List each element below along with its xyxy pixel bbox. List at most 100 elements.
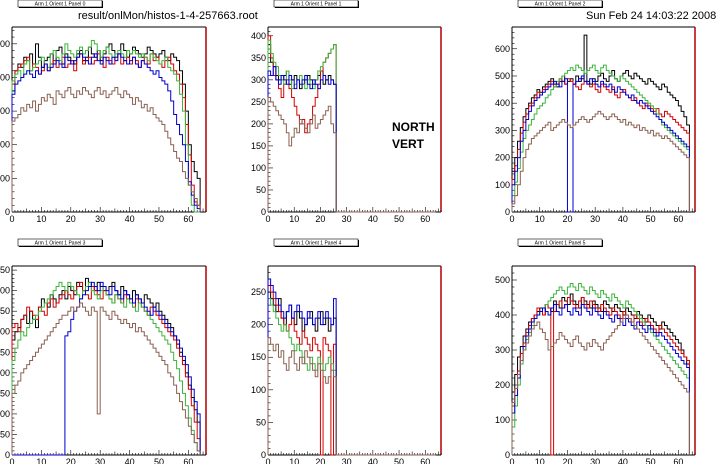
y-tick-label: 100 xyxy=(495,415,510,425)
series-blue xyxy=(267,278,436,456)
panel-1: Arm 1 Orient 1 Panel 1 0 10 20 30 40 50 60 0 50 10… xyxy=(251,0,442,224)
y-tick-label: 300 xyxy=(251,75,266,85)
x-tick-label: 20 xyxy=(562,214,572,224)
x-tick-label: 0 xyxy=(509,214,514,224)
y-tick-label: 150 xyxy=(251,352,266,362)
y-tick-label: 200 xyxy=(495,153,510,163)
x-tick-label: 40 xyxy=(618,214,628,224)
series-green xyxy=(267,298,436,456)
x-tick-label: 60 xyxy=(183,457,193,464)
x-tick-label: 30 xyxy=(342,457,352,464)
x-tick-label: 0 xyxy=(265,457,270,464)
x-tick-label: 30 xyxy=(590,457,600,464)
series-green xyxy=(11,39,201,213)
series-green xyxy=(11,281,201,455)
y-tick-label: 100 xyxy=(251,385,266,395)
y-tick-label: 0 xyxy=(505,450,510,460)
x-tick-label: 30 xyxy=(95,214,105,224)
x-tick-label: 10 xyxy=(36,214,46,224)
y-tick-label: 400 xyxy=(0,286,10,296)
x-tick-label: 50 xyxy=(394,457,404,464)
series-black xyxy=(511,34,690,212)
y-tick-label: 0 xyxy=(5,207,10,217)
x-tick-label: 30 xyxy=(342,214,352,224)
y-tick-label: 150 xyxy=(0,388,10,398)
panel-title: Arm 1 Orient 1 Panel 1 xyxy=(291,1,342,7)
panel-title-box xyxy=(273,0,359,8)
series-blue xyxy=(511,75,690,213)
y-tick-label: 250 xyxy=(0,347,10,357)
y-tick-label: 400 xyxy=(495,310,510,320)
series-black xyxy=(267,291,436,456)
panel-title: Arm 1 Orient 1 Panel 5 xyxy=(535,240,586,246)
y-tick-label: 350 xyxy=(251,53,266,63)
y-tick-label: 600 xyxy=(495,44,510,54)
panel-3: Arm 1 Orient 1 Panel 3 0 10 20 30 40 50 60 0 50 10… xyxy=(0,238,207,464)
y-tick-label: 250 xyxy=(251,97,266,107)
panel-title-box xyxy=(517,238,603,247)
series-blue xyxy=(12,281,201,456)
y-tick-label: 350 xyxy=(0,306,10,316)
x-tick-label: 0 xyxy=(265,214,270,224)
x-tick-label: 30 xyxy=(95,457,105,464)
panel-title: Arm 1 Orient 1 Panel 0 xyxy=(35,1,86,7)
panel-title: Arm 1 Orient 1 Panel 2 xyxy=(535,1,586,7)
y-tick-label: 100 xyxy=(251,163,266,173)
x-tick-label: 40 xyxy=(368,457,378,464)
x-tick-label: 0 xyxy=(9,457,14,464)
y-tick-label: 200 xyxy=(251,320,266,330)
y-tick-label: 200 xyxy=(0,368,10,378)
panel-title-box xyxy=(273,238,359,247)
series-red xyxy=(511,297,690,456)
y-tick-label: 300 xyxy=(0,106,10,116)
panel-4: Arm 1 Orient 1 Panel 4 0 10 20 30 40 50 60 0 50 10… xyxy=(251,238,442,464)
panel-title-box xyxy=(17,238,103,247)
x-tick-label: 50 xyxy=(646,457,656,464)
y-tick-label: 300 xyxy=(0,327,10,337)
x-tick-label: 10 xyxy=(535,457,545,464)
y-tick-label: 150 xyxy=(251,141,266,151)
x-tick-label: 60 xyxy=(183,214,193,224)
series-blue xyxy=(11,53,201,212)
vert-label: VERT xyxy=(392,137,425,151)
y-tick-label: 0 xyxy=(505,207,510,217)
y-tick-label: 100 xyxy=(495,180,510,190)
x-tick-label: 0 xyxy=(509,457,514,464)
y-tick-label: 100 xyxy=(0,173,10,183)
file-path-label: result/onlMon/histos-1-4-257663.root xyxy=(78,10,258,22)
panel-2: Arm 1 Orient 1 Panel 20 10 20 30 40 50 6001002… xyxy=(495,0,696,224)
x-tick-label: 40 xyxy=(125,214,135,224)
y-tick-label: 300 xyxy=(495,345,510,355)
y-tick-label: 100 xyxy=(0,409,10,419)
panel-title: Arm 1 Orient 1 Panel 3 xyxy=(35,240,86,246)
y-tick-label: 200 xyxy=(495,380,510,390)
series-red xyxy=(511,78,690,212)
x-tick-label: 10 xyxy=(289,214,299,224)
series-red xyxy=(11,53,201,212)
series-brown xyxy=(11,302,201,455)
x-tick-label: 10 xyxy=(289,457,299,464)
x-tick-label: 20 xyxy=(66,457,76,464)
y-tick-label: 500 xyxy=(495,275,510,285)
x-tick-label: 30 xyxy=(590,214,600,224)
timestamp-label: Sun Feb 24 14:03:22 2008 xyxy=(586,10,717,22)
series-black xyxy=(11,43,201,212)
panel-title-box xyxy=(17,0,103,8)
y-tick-label: 0 xyxy=(261,207,266,217)
x-tick-label: 20 xyxy=(315,214,325,224)
y-tick-label: 50 xyxy=(256,185,266,195)
y-tick-label: 400 xyxy=(0,72,10,82)
x-tick-label: 40 xyxy=(368,214,378,224)
panel-title: Arm 1 Orient 1 Panel 4 xyxy=(291,240,342,246)
x-tick-label: 0 xyxy=(9,214,14,224)
y-tick-label: 250 xyxy=(251,287,266,297)
y-tick-label: 500 xyxy=(495,71,510,81)
y-tick-label: 200 xyxy=(251,119,266,129)
series-brown xyxy=(267,96,436,213)
series-brown xyxy=(267,337,436,456)
x-tick-label: 50 xyxy=(154,457,164,464)
y-tick-label: 0 xyxy=(5,450,10,460)
x-tick-label: 60 xyxy=(420,457,430,464)
y-tick-label: 50 xyxy=(0,429,10,439)
